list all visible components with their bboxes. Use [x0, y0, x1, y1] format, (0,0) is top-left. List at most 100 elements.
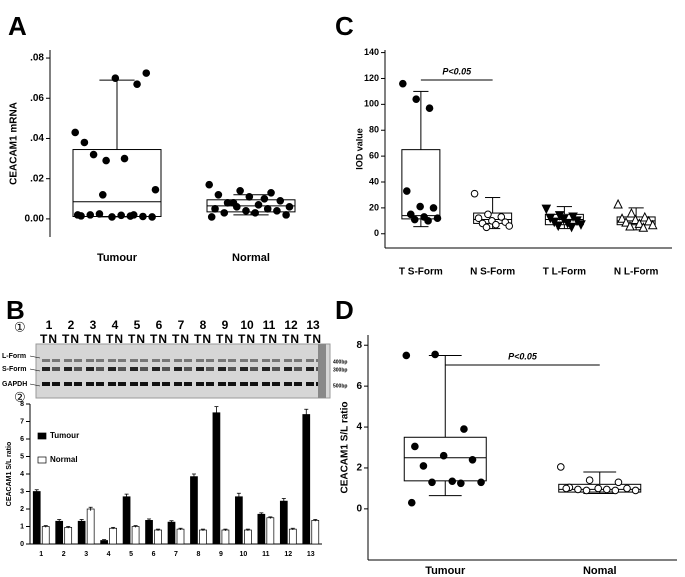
- data-point: [566, 222, 577, 233]
- y-tick-label: 4: [356, 422, 362, 433]
- gel-band: [240, 367, 248, 371]
- gel-band: [86, 359, 94, 362]
- y-tick-label: 0.00: [25, 214, 45, 225]
- gel-band: [218, 359, 226, 362]
- y-tick-label: .02: [30, 173, 44, 184]
- data-point: [562, 484, 571, 493]
- lane-number: 3: [90, 318, 97, 332]
- gel-band: [64, 382, 72, 386]
- data-point: [457, 479, 465, 488]
- x-tick-label: 11: [262, 551, 270, 558]
- data-point: [410, 215, 419, 224]
- data-point: [117, 211, 125, 220]
- box: [72, 149, 162, 217]
- y-tick-label: 120: [364, 73, 379, 83]
- bar: [244, 529, 252, 545]
- data-point: [220, 209, 229, 217]
- data-point: [126, 212, 135, 220]
- gel-band: [64, 367, 72, 371]
- x-tick-label: 3: [84, 551, 88, 558]
- data-point: [582, 486, 591, 495]
- gel-band: [162, 359, 170, 362]
- data-point: [594, 484, 602, 493]
- band-pointer: [29, 383, 41, 387]
- legend-swatch: [37, 432, 47, 440]
- gel-band: [284, 382, 292, 386]
- gel-band: [108, 382, 116, 386]
- bar: [199, 529, 207, 545]
- data-point: [273, 207, 281, 215]
- data-point: [71, 128, 79, 137]
- x-tick-label: Nomal: [583, 565, 617, 577]
- data-point: [505, 222, 514, 230]
- y-tick-label: .06: [30, 93, 44, 104]
- gel-band: [228, 367, 236, 371]
- y-axis-label: CEACAM1 mRNA: [9, 102, 20, 185]
- data-point: [236, 186, 244, 195]
- lane-number: 7: [178, 318, 185, 332]
- annotation: P<0.05: [442, 66, 472, 76]
- gel-band: [196, 382, 204, 386]
- data-point: [80, 138, 89, 147]
- x-tick-label: 6: [152, 551, 156, 558]
- data-point: [120, 154, 129, 163]
- band-label: GAPDH: [2, 381, 27, 388]
- data-point: [482, 223, 491, 232]
- data-point: [151, 185, 160, 194]
- x-tick-label: T S-Form: [399, 267, 443, 278]
- gel-band: [262, 359, 270, 362]
- step-label: ②: [14, 389, 26, 404]
- lane-pair: TN: [194, 332, 212, 346]
- bar: [41, 526, 50, 545]
- lane-number: 13: [306, 318, 320, 332]
- gel-band: [206, 367, 214, 371]
- gel-band: [130, 382, 138, 386]
- data-point: [406, 210, 415, 219]
- gel-band: [96, 359, 104, 362]
- x-tick-label: Tumour: [97, 252, 138, 264]
- gel-band: [140, 359, 148, 362]
- lane-pair: TN: [304, 332, 322, 346]
- y-tick-label: 100: [364, 99, 379, 109]
- data-point: [111, 74, 120, 82]
- bar: [154, 529, 162, 545]
- gel-band: [152, 367, 160, 371]
- gel-band: [174, 359, 182, 362]
- gel-band: [74, 367, 82, 371]
- gel-band: [96, 367, 104, 371]
- data-point: [211, 205, 219, 213]
- data-point: [492, 220, 500, 229]
- y-tick-label: 1: [20, 523, 24, 530]
- data-point: [638, 222, 649, 232]
- gel-band: [162, 367, 170, 371]
- data-point: [98, 190, 107, 199]
- data-point: [433, 214, 442, 223]
- data-point: [448, 477, 457, 486]
- data-point: [416, 202, 424, 211]
- gel-marker-lane: [318, 344, 326, 398]
- legend-swatch: [37, 456, 47, 464]
- lane-pair: TN: [128, 332, 146, 346]
- y-tick-label: 8: [356, 340, 362, 351]
- data-point: [585, 476, 594, 485]
- gel-band: [284, 367, 292, 371]
- data-point: [139, 212, 147, 221]
- x-tick-label: 9: [219, 551, 223, 558]
- gel-band: [174, 367, 182, 371]
- y-tick-label: 140: [364, 47, 379, 57]
- data-point: [474, 214, 483, 223]
- bar: [279, 500, 288, 545]
- data-point: [614, 478, 623, 487]
- gel-band: [42, 359, 50, 362]
- bar: [32, 491, 41, 545]
- gel-band: [250, 382, 258, 386]
- y-tick-label: 80: [369, 125, 379, 135]
- data-point: [431, 350, 439, 359]
- gel-band: [152, 359, 160, 362]
- data-point: [95, 210, 104, 218]
- gel-band: [52, 367, 60, 371]
- gel-band: [228, 382, 236, 386]
- panel-label: C: [335, 11, 354, 41]
- bar: [86, 508, 95, 545]
- lane-pair: TN: [172, 332, 190, 346]
